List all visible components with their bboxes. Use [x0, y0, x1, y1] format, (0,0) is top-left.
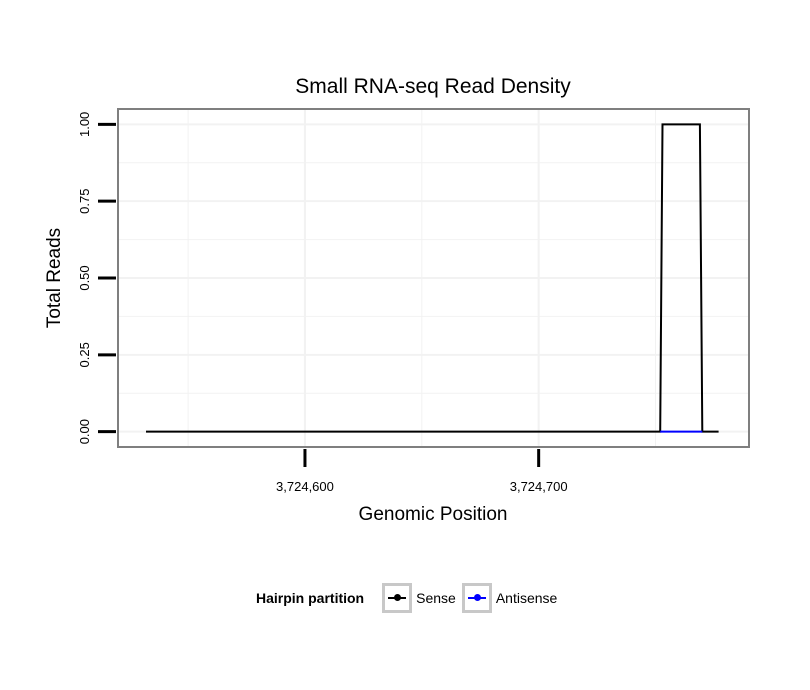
- legend: Hairpin partition Sense Antisense: [256, 580, 563, 616]
- y-tick-label: 1.00: [77, 112, 92, 137]
- y-axis: 0.00 0.25 0.50 0.75 1.00: [77, 112, 116, 444]
- legend-item-antisense: Antisense: [461, 583, 558, 613]
- y-tick-label: 0.25: [77, 342, 92, 367]
- legend-label-sense: Sense: [416, 590, 456, 606]
- y-tick-label: 0.00: [77, 419, 92, 444]
- legend-label-antisense: Antisense: [495, 590, 558, 606]
- legend-key-antisense: [461, 583, 492, 613]
- x-axis: 3,724,600 3,724,700: [276, 449, 568, 494]
- legend-key-sense: [382, 583, 413, 613]
- series-line-sense: [146, 123, 719, 433]
- chart-title: Small RNA-seq Read Density: [295, 75, 571, 98]
- y-axis-label: Total Reads: [44, 228, 65, 328]
- series-layer: [146, 123, 719, 433]
- y-tick-label: 0.50: [77, 265, 92, 290]
- x-axis-label: Genomic Position: [359, 504, 508, 525]
- legend-item-sense: Sense: [382, 583, 456, 613]
- x-tick-label: 3,724,700: [510, 479, 568, 494]
- y-tick-label: 0.75: [77, 189, 92, 214]
- plot-panel-border: [117, 108, 750, 448]
- x-tick-label: 3,724,600: [276, 479, 334, 494]
- legend-title: Hairpin partition: [256, 590, 365, 606]
